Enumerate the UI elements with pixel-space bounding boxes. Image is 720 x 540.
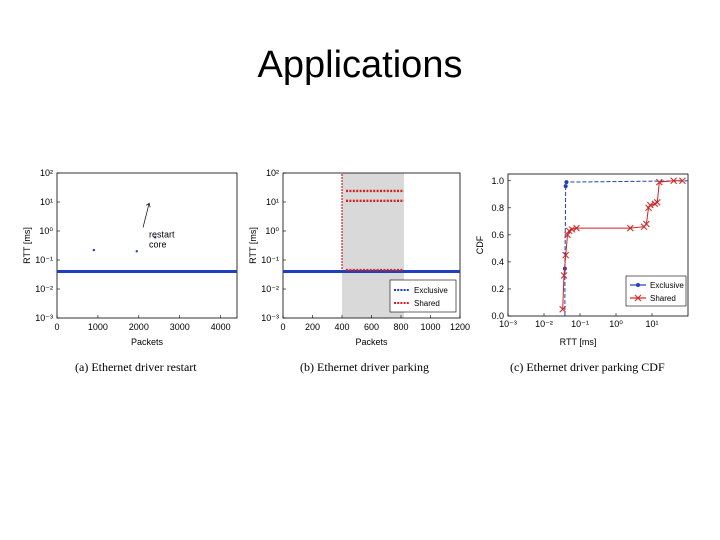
panel-c-ytick-label: 1.0 <box>491 176 504 186</box>
panel-c-ytick-label: 0.4 <box>491 257 504 267</box>
panel-c-ytick-label: 0.6 <box>491 230 504 240</box>
panel-a-ylabel: RTT [ms] <box>22 227 32 264</box>
panel-c-shared-marker <box>655 178 663 186</box>
panel-a-ytick-label: 10⁻³ <box>35 313 53 323</box>
panel-a-outlier-point <box>153 236 157 239</box>
panel-a-xtick-label: 2000 <box>129 322 149 332</box>
panel-a-ytick-label: 10² <box>40 168 53 178</box>
panel-a-axes-frame <box>56 172 238 319</box>
panel-b-xtick-label: 800 <box>393 322 408 332</box>
panel-c-xtick-label: 10⁻³ <box>499 319 517 329</box>
panel-c-xtick-label: 10¹ <box>645 319 658 329</box>
panel-c-axes-frame <box>507 173 689 317</box>
panel-c-shared-marker <box>643 220 650 228</box>
panel-c-legend-label-exclusive: Exclusive <box>650 281 684 290</box>
panel-a-ytick-label: 10⁻² <box>35 284 53 294</box>
panel-c-caption: (c) Ethernet driver parking CDF <box>510 360 665 374</box>
panel-b-xtick-label: 1000 <box>420 322 440 332</box>
panel-b-ytick-label: 10⁻¹ <box>261 255 279 265</box>
panel-b-legend-label-exclusive: Exclusive <box>414 286 448 295</box>
panel-b-ytick-label: 10⁻³ <box>261 313 279 323</box>
panel-c-shared-marker <box>559 305 567 313</box>
panel-b-xtick-label: 600 <box>364 322 379 332</box>
panel-c-shared-marker <box>562 251 570 259</box>
panel-c-legend-box <box>625 275 687 307</box>
panel-a-caption: (a) Ethernet driver restart <box>75 360 197 374</box>
panel-c-ytick-label: 0.0 <box>491 311 504 321</box>
panel-a-group <box>56 172 238 319</box>
panel-a-outlier-point <box>135 250 138 253</box>
panel-b-ylabel: RTT [ms] <box>248 227 258 264</box>
panel-c-ytick-label: 0.8 <box>491 203 504 213</box>
panel-b-xtick-label: 0 <box>280 322 285 332</box>
panel-a-xlabel: Packets <box>131 337 164 347</box>
panel-a-annotation-arrow <box>142 203 150 228</box>
panel-a-annotation-text: core <box>149 239 167 249</box>
panel-c-ylabel: CDF <box>475 235 485 254</box>
panel-c-group <box>507 173 689 317</box>
panel-a-outlier-point <box>92 248 96 252</box>
panel-b-xtick-label: 1200 <box>450 322 470 332</box>
panel-a-xtick-label: 0 <box>54 322 59 332</box>
panel-a-xtick-label: 3000 <box>170 322 190 332</box>
panel-c-xtick-label: 10⁻² <box>535 319 553 329</box>
panel-c-shared-marker <box>560 272 568 279</box>
panel-b-xtick-label: 400 <box>334 322 349 332</box>
panel-c-xtick-label: 10⁰ <box>609 319 623 329</box>
panel-b-legend-label-shared: Shared <box>414 299 440 308</box>
panel-b-ytick-label: 10¹ <box>266 197 279 207</box>
panel-b-ytick-label: 10⁻² <box>261 284 279 294</box>
panel-b-ytick-label: 10⁰ <box>265 226 279 236</box>
panel-c-xlabel: RTT [ms] <box>560 337 597 347</box>
panel-c-shared-marker <box>679 177 686 185</box>
panel-a-annotation-text: restart <box>149 229 175 239</box>
panel-c-exclusive-marker <box>564 180 569 185</box>
panel-c-legend-label-shared: Shared <box>650 294 676 303</box>
panel-c-legend-marker-exclusive <box>636 283 640 287</box>
panel-c-ytick-label: 0.2 <box>491 284 504 294</box>
panel-c-shared-marker <box>573 224 580 232</box>
panel-b-xtick-label: 200 <box>305 322 320 332</box>
panel-a-xtick-label: 4000 <box>211 322 231 332</box>
panel-a-xtick-label: 1000 <box>88 322 108 332</box>
panel-b-legend-box <box>389 279 457 313</box>
panel-b-ytick-label: 10² <box>266 168 279 178</box>
panel-a-ytick-label: 10⁰ <box>39 226 53 236</box>
panel-c-shared-marker <box>626 224 634 232</box>
panel-a-ytick-label: 10⁻¹ <box>35 255 53 265</box>
panel-a-ytick-label: 10¹ <box>40 197 53 207</box>
panel-b-caption: (b) Ethernet driver parking <box>300 360 429 374</box>
panel-a-annotation-arrowhead <box>145 202 151 208</box>
panel-c-xtick-label: 10⁻¹ <box>571 319 589 329</box>
panel-c-shared-marker <box>670 177 678 185</box>
panel-c-shared-marker <box>646 201 654 209</box>
slide-title: Applications <box>257 44 463 86</box>
panel-c-legend-marker-shared <box>634 294 642 302</box>
panel-c-shared-marker <box>568 226 576 233</box>
panel-b-xlabel: Packets <box>355 337 388 347</box>
panel-c-shared-marker <box>653 199 661 206</box>
panel-c-exclusive-marker <box>563 184 568 189</box>
panel-c-shared-marker <box>564 231 571 239</box>
